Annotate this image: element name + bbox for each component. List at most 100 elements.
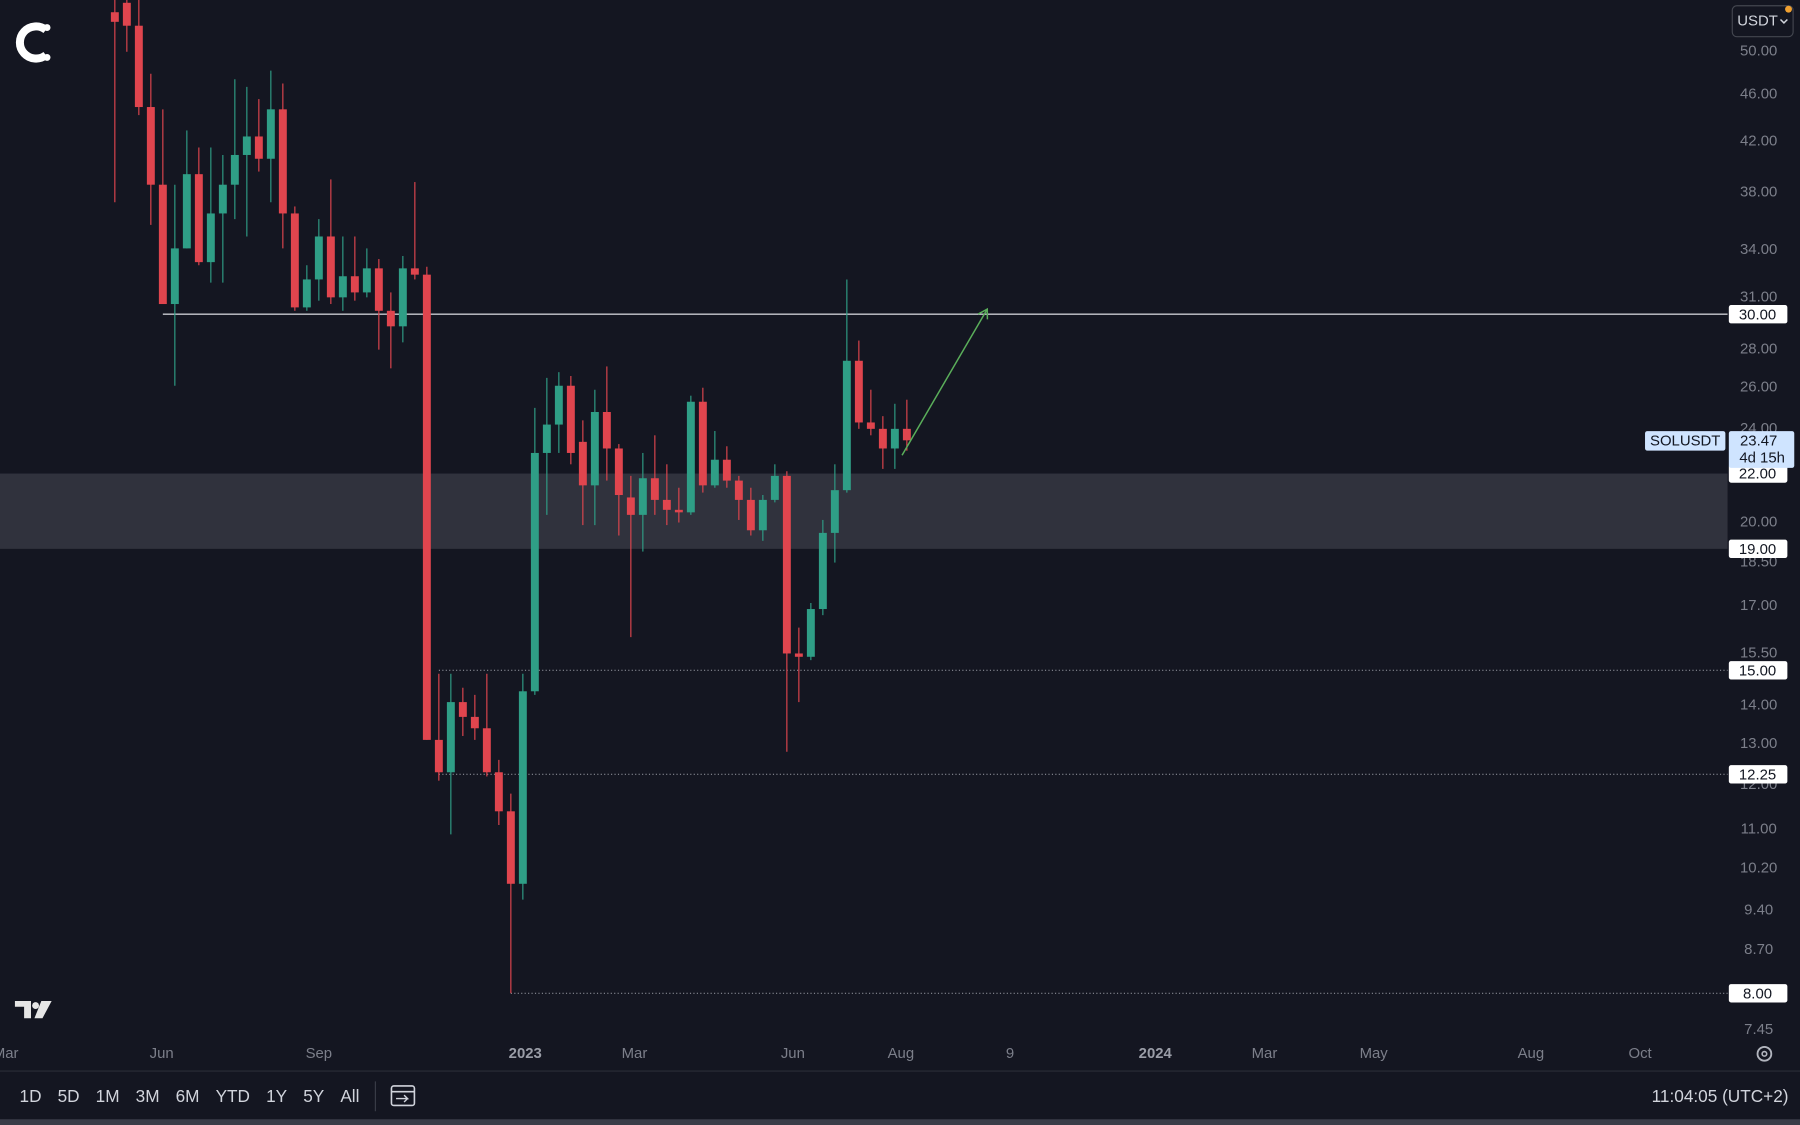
clock: 11:04:05 (UTC+2) [1652, 1086, 1789, 1106]
last-price-box [1728, 431, 1795, 468]
candle-body [722, 459, 731, 481]
candle-body [890, 428, 899, 449]
y-tick-label: 10.20 [1740, 859, 1777, 876]
candle-body [566, 385, 575, 453]
x-tick-label: 2024 [1139, 1045, 1173, 1062]
level-label: 30.00 [1739, 306, 1776, 323]
y-tick-label: 42.00 [1740, 132, 1777, 149]
zone-low-box [1728, 539, 1788, 559]
candle-body [626, 497, 635, 515]
tradingview-logo [14, 1001, 52, 1019]
level-label: 8.00 [1743, 985, 1772, 1002]
zone [0, 473, 1728, 549]
candle-body [710, 459, 719, 486]
candle-body [230, 154, 239, 185]
zone-high-label: 22.00 [1739, 466, 1776, 483]
currency-button[interactable]: USDT [1731, 5, 1794, 38]
y-tick-label: 46.00 [1740, 86, 1777, 103]
candle-body [482, 728, 491, 773]
date-range-icon[interactable] [390, 1085, 416, 1107]
y-tick-label: 14.00 [1740, 697, 1777, 714]
candle-body [638, 478, 647, 515]
candle-body [878, 428, 887, 449]
candle-body [602, 411, 611, 449]
candle-body [206, 213, 215, 263]
candle-body [842, 360, 851, 491]
candle-body [338, 276, 347, 298]
range-button[interactable]: 6M [176, 1086, 200, 1106]
toolbar: 1D 5D 1M 3M 6M YTD 1Y 5Y All [20, 1086, 360, 1106]
range-button[interactable]: 1D [20, 1086, 42, 1106]
x-tick-label: Mar [1252, 1045, 1278, 1062]
plot-area [0, 0, 1728, 994]
candle-body [818, 532, 827, 610]
candle-body [674, 509, 683, 513]
range-button[interactable]: 5D [58, 1086, 80, 1106]
range-button[interactable]: 5Y [303, 1086, 325, 1106]
y-tick-label: 7.45 [1744, 1021, 1773, 1038]
candle-body [158, 184, 167, 305]
candle-body [194, 174, 203, 263]
range-button[interactable]: YTD [216, 1086, 250, 1106]
y-tick-label: 8.70 [1744, 941, 1773, 958]
logo [15, 22, 51, 63]
y-tick-label: 11.00 [1741, 821, 1777, 838]
x-tick-label: May [1360, 1045, 1389, 1062]
x-tick-label: Sep [306, 1045, 333, 1062]
y-tick-label: 15.50 [1740, 644, 1777, 661]
candle-body [182, 174, 191, 249]
candle-body [650, 478, 659, 500]
candle-body [266, 109, 275, 159]
candle-body [218, 184, 227, 214]
arrow-head [977, 307, 989, 320]
arrow-line [901, 308, 988, 456]
candle-body [326, 236, 335, 298]
candle-body [542, 424, 551, 453]
candle-body [398, 268, 407, 327]
candle-body [146, 107, 155, 185]
x-tick-label: Oct [1628, 1045, 1652, 1062]
candle-body [470, 716, 479, 729]
candle-body [446, 702, 455, 773]
candle-body [458, 702, 467, 717]
x-tick-label: Aug [888, 1045, 915, 1062]
candle-body [794, 653, 803, 657]
y-tick-label: 38.00 [1740, 184, 1777, 201]
candle-body [302, 279, 311, 308]
range-button[interactable]: 3M [136, 1086, 160, 1106]
range-button[interactable]: 1Y [266, 1086, 288, 1106]
candle-body [362, 268, 371, 293]
candle-body [830, 490, 839, 533]
level-box [1728, 984, 1788, 1003]
symbol-label: SOLUSDT [1650, 432, 1720, 449]
y-tick-label: 31.00 [1740, 288, 1777, 305]
candle-body [494, 772, 503, 812]
y-tick-label: 13.00 [1740, 735, 1777, 752]
y-tick-label: 28.00 [1740, 341, 1777, 358]
level-box [1728, 661, 1788, 680]
candle-body [686, 401, 695, 513]
candle-body [386, 310, 395, 327]
zone-low-label: 19.00 [1739, 541, 1776, 558]
candle-body [134, 25, 143, 108]
candle-body [170, 248, 179, 305]
candle-body [350, 276, 359, 293]
candle-body [770, 475, 779, 500]
range-button[interactable]: 1M [96, 1086, 120, 1106]
range-button[interactable]: All [340, 1086, 359, 1106]
candle-body [554, 385, 563, 425]
candle-body [902, 428, 911, 441]
candle-body [410, 268, 419, 275]
candle-body [254, 136, 263, 159]
candle-body [314, 236, 323, 280]
last-price-label: 23.47 [1740, 432, 1777, 449]
candle-body [806, 609, 815, 657]
candle-body [698, 401, 707, 486]
y-tick-label: 20.00 [1740, 513, 1777, 530]
candle-body [518, 691, 527, 884]
candle-body [614, 448, 623, 496]
settings-icon[interactable] [1756, 1046, 1773, 1062]
candle-body [758, 499, 767, 531]
